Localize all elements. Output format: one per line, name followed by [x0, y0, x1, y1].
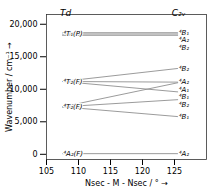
svg-text:⁴B₁: ⁴B₁: [178, 28, 190, 37]
svg-text:5,000: 5,000: [15, 117, 38, 126]
svg-text:125: 125: [167, 167, 182, 176]
svg-text:⁴A₂: ⁴A₂: [179, 150, 190, 158]
svg-text:Td: Td: [60, 8, 71, 18]
svg-text:10,000: 10,000: [9, 84, 38, 94]
svg-text:105: 105: [39, 167, 54, 176]
svg-text:C₂ᵥ: C₂ᵥ: [172, 8, 186, 18]
svg-text:⁴A₁: ⁴A₁: [178, 85, 190, 94]
svg-text:15,000: 15,000: [9, 52, 38, 62]
svg-text:110: 110: [71, 167, 86, 176]
svg-text:⁴A₂(F): ⁴A₂(F): [63, 150, 83, 158]
svg-text:⁴T₁(P): ⁴T₁(P): [63, 30, 83, 38]
svg-text:Wavenumber / cm⁻¹ →: Wavenumber / cm⁻¹ →: [5, 42, 14, 132]
svg-text:⁴B₂: ⁴B₂: [179, 44, 190, 52]
svg-text:Nsec - M - Nsec / ° →: Nsec - M - Nsec / ° →: [85, 179, 168, 188]
svg-text:120: 120: [135, 167, 150, 176]
svg-text:⁴B₁: ⁴B₁: [178, 93, 190, 102]
svg-text:⁴A₂: ⁴A₂: [178, 36, 190, 45]
svg-text:115: 115: [103, 167, 118, 176]
svg-text:⁴B₁: ⁴B₁: [179, 113, 190, 121]
svg-text:⁴A₂: ⁴A₂: [178, 78, 190, 87]
svg-text:⁴B₂: ⁴B₂: [179, 101, 190, 109]
svg-text:0: 0: [32, 150, 37, 159]
svg-text:⁴B₂: ⁴B₂: [179, 65, 190, 73]
svg-text:⁴T₂(F): ⁴T₂(F): [63, 78, 83, 86]
svg-text:⁴T₂(F): ⁴T₂(F): [63, 103, 83, 111]
svg-text:20,000: 20,000: [10, 20, 38, 29]
